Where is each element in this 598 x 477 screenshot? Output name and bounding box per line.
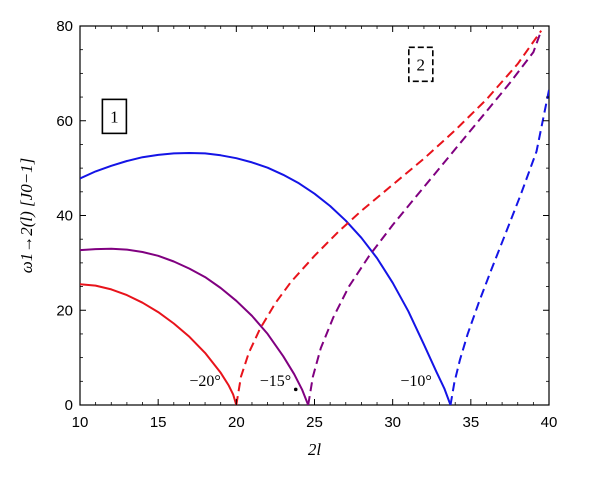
legend-box-label: 2 <box>417 55 426 74</box>
x-tick-label: 35 <box>462 414 479 431</box>
point-marker <box>293 387 298 392</box>
y-tick-label: 80 <box>56 18 73 35</box>
legend-box-solid <box>101 98 128 135</box>
plot-frame <box>79 25 550 406</box>
y-tick-label: 40 <box>56 208 73 225</box>
solid-series-line-0 <box>80 283 238 405</box>
dashed-series-line-4 <box>307 30 543 405</box>
solid-series-line-1 <box>80 247 310 405</box>
x-tick-label: 15 <box>150 414 167 431</box>
dashed-series-line-5 <box>449 89 549 405</box>
x-tick-label: 40 <box>541 414 558 431</box>
y-tick-label: 60 <box>56 113 73 130</box>
legend-box-dashed <box>408 46 434 83</box>
angle-annotation: −10° <box>400 373 431 390</box>
solid-series-line-2 <box>80 152 452 405</box>
x-tick-label: 20 <box>228 414 245 431</box>
y-axis-label: ω1→2(l) [J0−1] <box>17 158 36 274</box>
x-tick-label: 10 <box>72 414 89 431</box>
plot-area <box>79 25 550 406</box>
x-tick-label: 25 <box>306 414 323 431</box>
dashed-series-line-3 <box>235 30 543 405</box>
legend-box-label: 1 <box>110 107 119 126</box>
angle-annotation: −20° <box>189 373 220 390</box>
x-axis-label: 2l <box>308 440 322 459</box>
angle-annotation: −15° <box>260 373 291 390</box>
x-tick-label: 30 <box>384 414 401 431</box>
series-layer <box>80 30 549 405</box>
y-tick-label: 0 <box>65 397 73 414</box>
tick-layer: 10 15 20 25 30 35 40 0 20 40 60 80 <box>56 18 557 431</box>
y-tick-label: 20 <box>56 302 73 319</box>
annotation-layer: −20° −15° −10° 1 2 <box>101 46 434 392</box>
